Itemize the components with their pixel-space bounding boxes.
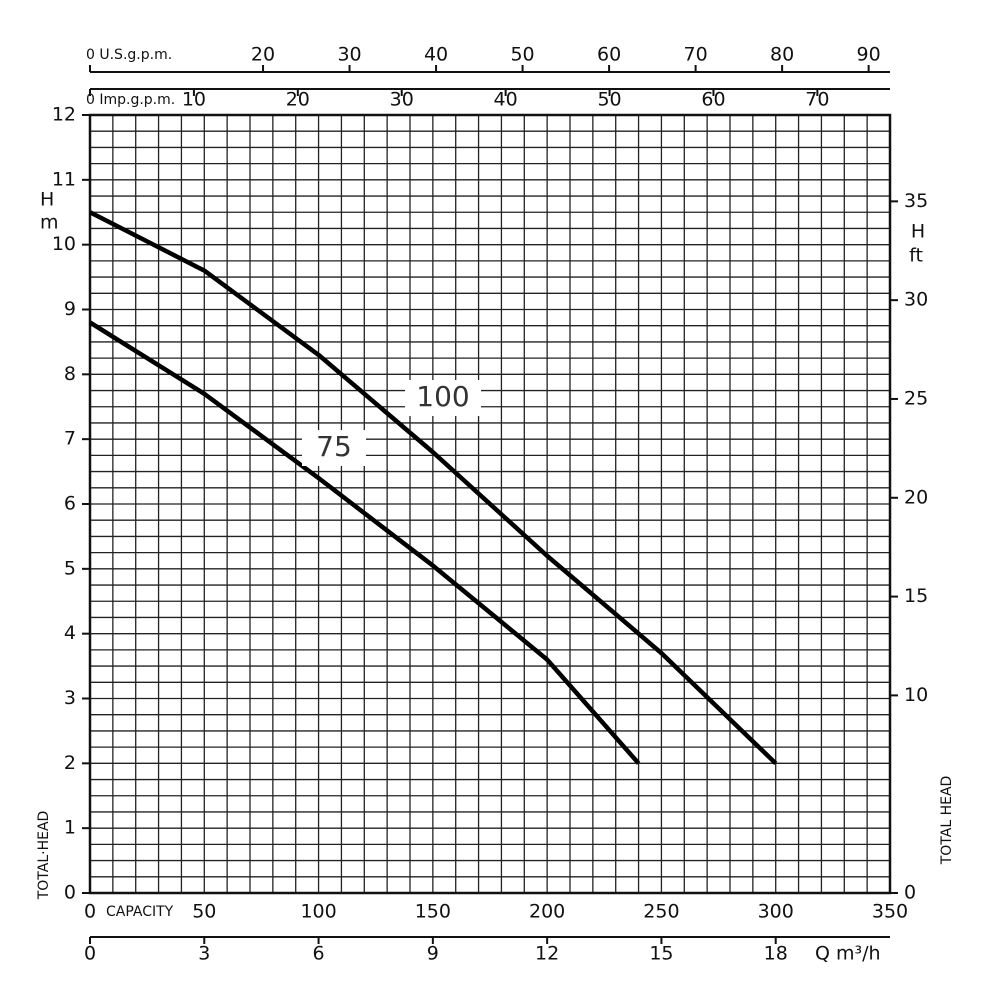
x-tick-label: 300 [758,901,794,923]
y-tick-label: 8 [64,363,76,385]
bottom-axis-tick-label: 9 [427,943,439,965]
top-axis-tick-label: 70 [684,44,708,66]
y-tick-label: 10 [52,233,76,255]
x-tick-label: 200 [529,901,565,923]
bottom-axis-tick-label: 12 [535,943,559,965]
y-unit-symbol: H [40,189,54,211]
top-axis-tick-label: 30 [337,44,361,66]
top-axis-tick-label: 70 [805,89,829,111]
top-axis-tick-label: 20 [251,44,275,66]
y2-unit-symbol: H [911,221,925,243]
y-tick-label: 2 [64,752,76,774]
y2-tick-label: 20 [904,486,928,508]
y2-tick-label: 10 [904,684,928,706]
series-line [88,210,778,765]
top-axis-tick-label: 40 [494,89,518,111]
y-tick-label: 7 [64,428,76,450]
top-axis-tick-label: 10 [182,89,206,111]
y-tick-label: 3 [64,687,76,709]
y2-tick-label: 25 [904,387,928,409]
x-tick-label: 250 [643,901,679,923]
y2-tick-label: 30 [904,289,928,311]
series-line [88,320,641,765]
y-tick-label: 6 [64,493,76,515]
top-axis-tick-label: 80 [770,44,794,66]
x-tick-label: 150 [415,901,451,923]
top-axis-tick-label: 20 [286,89,310,111]
x-tick-label: 0 [84,901,96,923]
y2-unit: ft [909,245,923,267]
y-tick-label: 12 [52,104,76,126]
top-axis-tick-label: 30 [390,89,414,111]
bottom-axis-tick-label: 0 [84,943,96,965]
top-axis-tick-label: 60 [701,89,725,111]
y-tick-label: 4 [64,622,76,644]
bottom-axis-label: Q m³/h [815,943,881,965]
series-label-box [302,430,366,466]
series-label: 100 [416,380,469,413]
y-tick-label: 0 [64,882,76,904]
y-axis-label: TOTAL·HEAD [36,811,52,901]
top-axis-tick-label: 60 [597,44,621,66]
x-tick-label: 100 [300,901,336,923]
series-label: 75 [316,430,352,463]
top-axis-tick-label: 90 [857,44,881,66]
x-tick-label: 350 [872,901,908,923]
top-axis-tick-label: 0 U.S.g.p.m. [86,47,172,63]
y2-tick-label: 35 [904,190,928,212]
y-tick-label: 11 [52,168,76,190]
y-unit: m [40,212,59,234]
bottom-axis-tick-label: 3 [198,943,210,965]
y2-tick-label: 0 [904,882,916,904]
y2-axis-label: TOTAL HEAD [939,776,955,866]
y2-tick-label: 15 [904,585,928,607]
top-axis-tick-label: 0 Imp.g.p.m. [86,92,175,108]
series-label-box [405,380,481,416]
bottom-axis-tick-label: 18 [764,943,788,965]
y-tick-label: 9 [64,298,76,320]
y-tick-label: 1 [64,817,76,839]
plot-frame [88,113,892,895]
bottom-axis-tick-label: 6 [313,943,325,965]
top-axis-tick-label: 40 [424,44,448,66]
y-tick-label: 5 [64,557,76,579]
x-axis-label: CAPACITY [106,904,174,920]
top-axis-tick-label: 50 [510,44,534,66]
bottom-axis-tick-label: 15 [649,943,673,965]
x-tick-label: 50 [192,901,216,923]
top-axis-tick-label: 50 [597,89,621,111]
